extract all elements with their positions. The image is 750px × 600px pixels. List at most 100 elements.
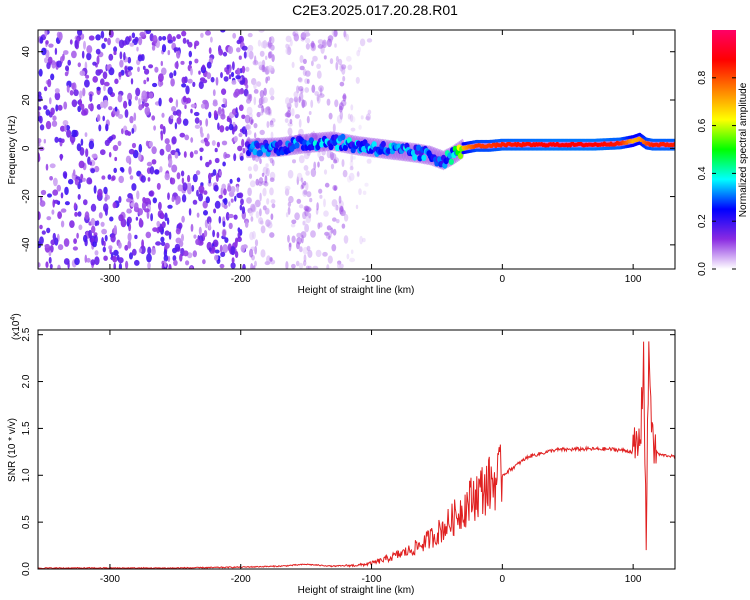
spectrogram-noise-cell	[268, 51, 273, 59]
spectrogram-noise-cell	[347, 64, 353, 71]
x-tick-label: -100	[362, 574, 382, 585]
spectrogram-noise-cell	[139, 31, 146, 37]
spectrogram-noise-cell	[245, 66, 250, 72]
spectrogram-noise-cell	[236, 236, 242, 242]
spectrogram-noise-cell	[208, 172, 212, 181]
spectrogram-noise-cell	[44, 30, 48, 37]
spectrogram-noise-cell	[284, 185, 291, 191]
spectrogram-noise-cell	[130, 78, 134, 85]
spectrogram-noise-cell	[328, 112, 333, 120]
spectrogram-noise-cell	[38, 138, 42, 144]
spectrogram-noise-cell	[226, 64, 230, 70]
spectrogram-noise-cell	[258, 217, 264, 225]
spectrogram-noise-cell	[238, 192, 244, 199]
spectrogram-noise-cell	[316, 70, 322, 79]
spectrogram-noise-cell	[106, 64, 111, 71]
spectrogram-noise-cell	[269, 232, 275, 238]
spectrogram-noise-cell	[238, 132, 243, 138]
spectrogram-noise-cell	[245, 124, 252, 131]
spectrogram-noise-cell	[288, 195, 294, 204]
spectrogram-noise-cell	[84, 132, 88, 138]
spectrogram-noise-cell	[311, 84, 316, 94]
spectrogram-noise-cell	[198, 81, 204, 90]
spectrogram-noise-cell	[74, 211, 78, 217]
spectrogram-noise-cell	[90, 259, 96, 266]
spectrogram-noise-cell	[249, 248, 254, 258]
spectrogram-noise-cell	[208, 221, 211, 230]
spectrogram-noise-cell	[236, 39, 241, 45]
spectrogram-noise-cell	[333, 185, 337, 191]
spectrogram-noise-cell	[199, 147, 204, 153]
spectrogram-noise-cell	[222, 244, 229, 254]
spectrogram-noise-cell	[184, 134, 190, 141]
spectrogram-noise-cell	[212, 229, 216, 238]
colorbar-tick-label: 0.8	[697, 70, 708, 84]
spectrogram-noise-cell	[151, 45, 156, 51]
spectrogram-noise-cell	[287, 234, 290, 243]
y-tick-label: 1.0	[21, 468, 32, 482]
spectrogram-noise-cell	[220, 187, 223, 196]
spectrogram-noise-cell	[143, 102, 150, 108]
spectrogram-noise-cell	[246, 197, 252, 204]
spectrogram-noise-cell	[142, 197, 146, 203]
spectrogram-noise-cell	[139, 217, 143, 225]
spectrogram-noise-cell	[133, 112, 137, 121]
spectrogram-noise-cell	[48, 43, 54, 48]
spectrogram-noise-cell	[162, 125, 166, 135]
spectrogram-noise-cell	[247, 94, 252, 100]
spectrogram-noise-cell	[266, 198, 270, 205]
spectrogram-noise-cell	[198, 70, 201, 75]
spectrogram-noise-cell	[248, 173, 253, 179]
spectrogram-noise-cell	[267, 40, 272, 49]
spectrogram-noise-cell	[152, 82, 158, 88]
spectrogram-noise-cell	[360, 115, 364, 120]
spectrogram-noise-cell	[60, 220, 65, 228]
spectrogram-noise-cell	[180, 60, 185, 65]
spectrogram-noise-cell	[164, 260, 167, 268]
spectrogram-noise-cell	[241, 114, 246, 120]
spectrogram-noise-cell	[91, 153, 98, 159]
spectrogram-noise-cell	[260, 249, 266, 258]
spectrogram-noise-cell	[206, 72, 212, 80]
spectrogram-noise-cell	[189, 151, 194, 158]
spectrogram-noise-cell	[171, 136, 177, 145]
spectrogram-noise-cell	[100, 149, 106, 156]
spectrogram-noise-cell	[196, 189, 199, 197]
spectrogram-noise-cell	[327, 255, 333, 264]
spectrogram-noise-cell	[150, 213, 154, 222]
spectrogram-noise-cell	[223, 197, 228, 206]
spectrogram-noise-cell	[252, 265, 256, 269]
spectrogram-noise-cell	[350, 116, 356, 123]
spectrogram-noise-cell	[192, 173, 198, 183]
y-tick-label: 2.5	[21, 327, 32, 341]
spectrogram-noise-cell	[232, 61, 235, 71]
spectrogram-noise-cell	[342, 75, 346, 82]
spectrogram-noise-cell	[304, 223, 309, 233]
spectrogram-noise-cell	[129, 252, 133, 260]
spectrogram-noise-cell	[60, 138, 65, 144]
spectrogram-noise-cell	[305, 43, 310, 50]
spectrogram-noise-cell	[103, 81, 110, 87]
spectrogram-noise-cell	[253, 96, 257, 106]
spectrogram-noise-cell	[131, 32, 136, 39]
spectrogram-noise-cell	[298, 77, 303, 83]
spectrogram-noise-cell	[241, 138, 245, 148]
spectrogram-noise-cell	[365, 113, 371, 121]
spectrogram-noise-cell	[58, 31, 63, 41]
spectrogram-noise-cell	[40, 196, 43, 203]
x-tick-label: -300	[100, 574, 120, 585]
spectrogram-noise-cell	[129, 115, 134, 124]
spectrogram-noise-cell	[269, 122, 275, 128]
spectrogram-noise-cell	[113, 249, 119, 256]
spectrogram-noise-cell	[205, 30, 211, 36]
spectrogram-noise-cell	[167, 255, 171, 262]
spectrogram-noise-cell	[118, 39, 125, 49]
spectrogram-noise-cell	[180, 170, 185, 177]
spectrogram-noise-cell	[227, 46, 234, 54]
spectrogram-noise-cell	[260, 41, 266, 49]
spectrogram-noise-cell	[230, 262, 236, 269]
spectrogram-noise-cell	[181, 215, 185, 223]
spectrogram-noise-cell	[38, 95, 43, 102]
spectrogram-noise-cell	[223, 204, 228, 210]
spectrogram-noise-cell	[129, 42, 135, 47]
